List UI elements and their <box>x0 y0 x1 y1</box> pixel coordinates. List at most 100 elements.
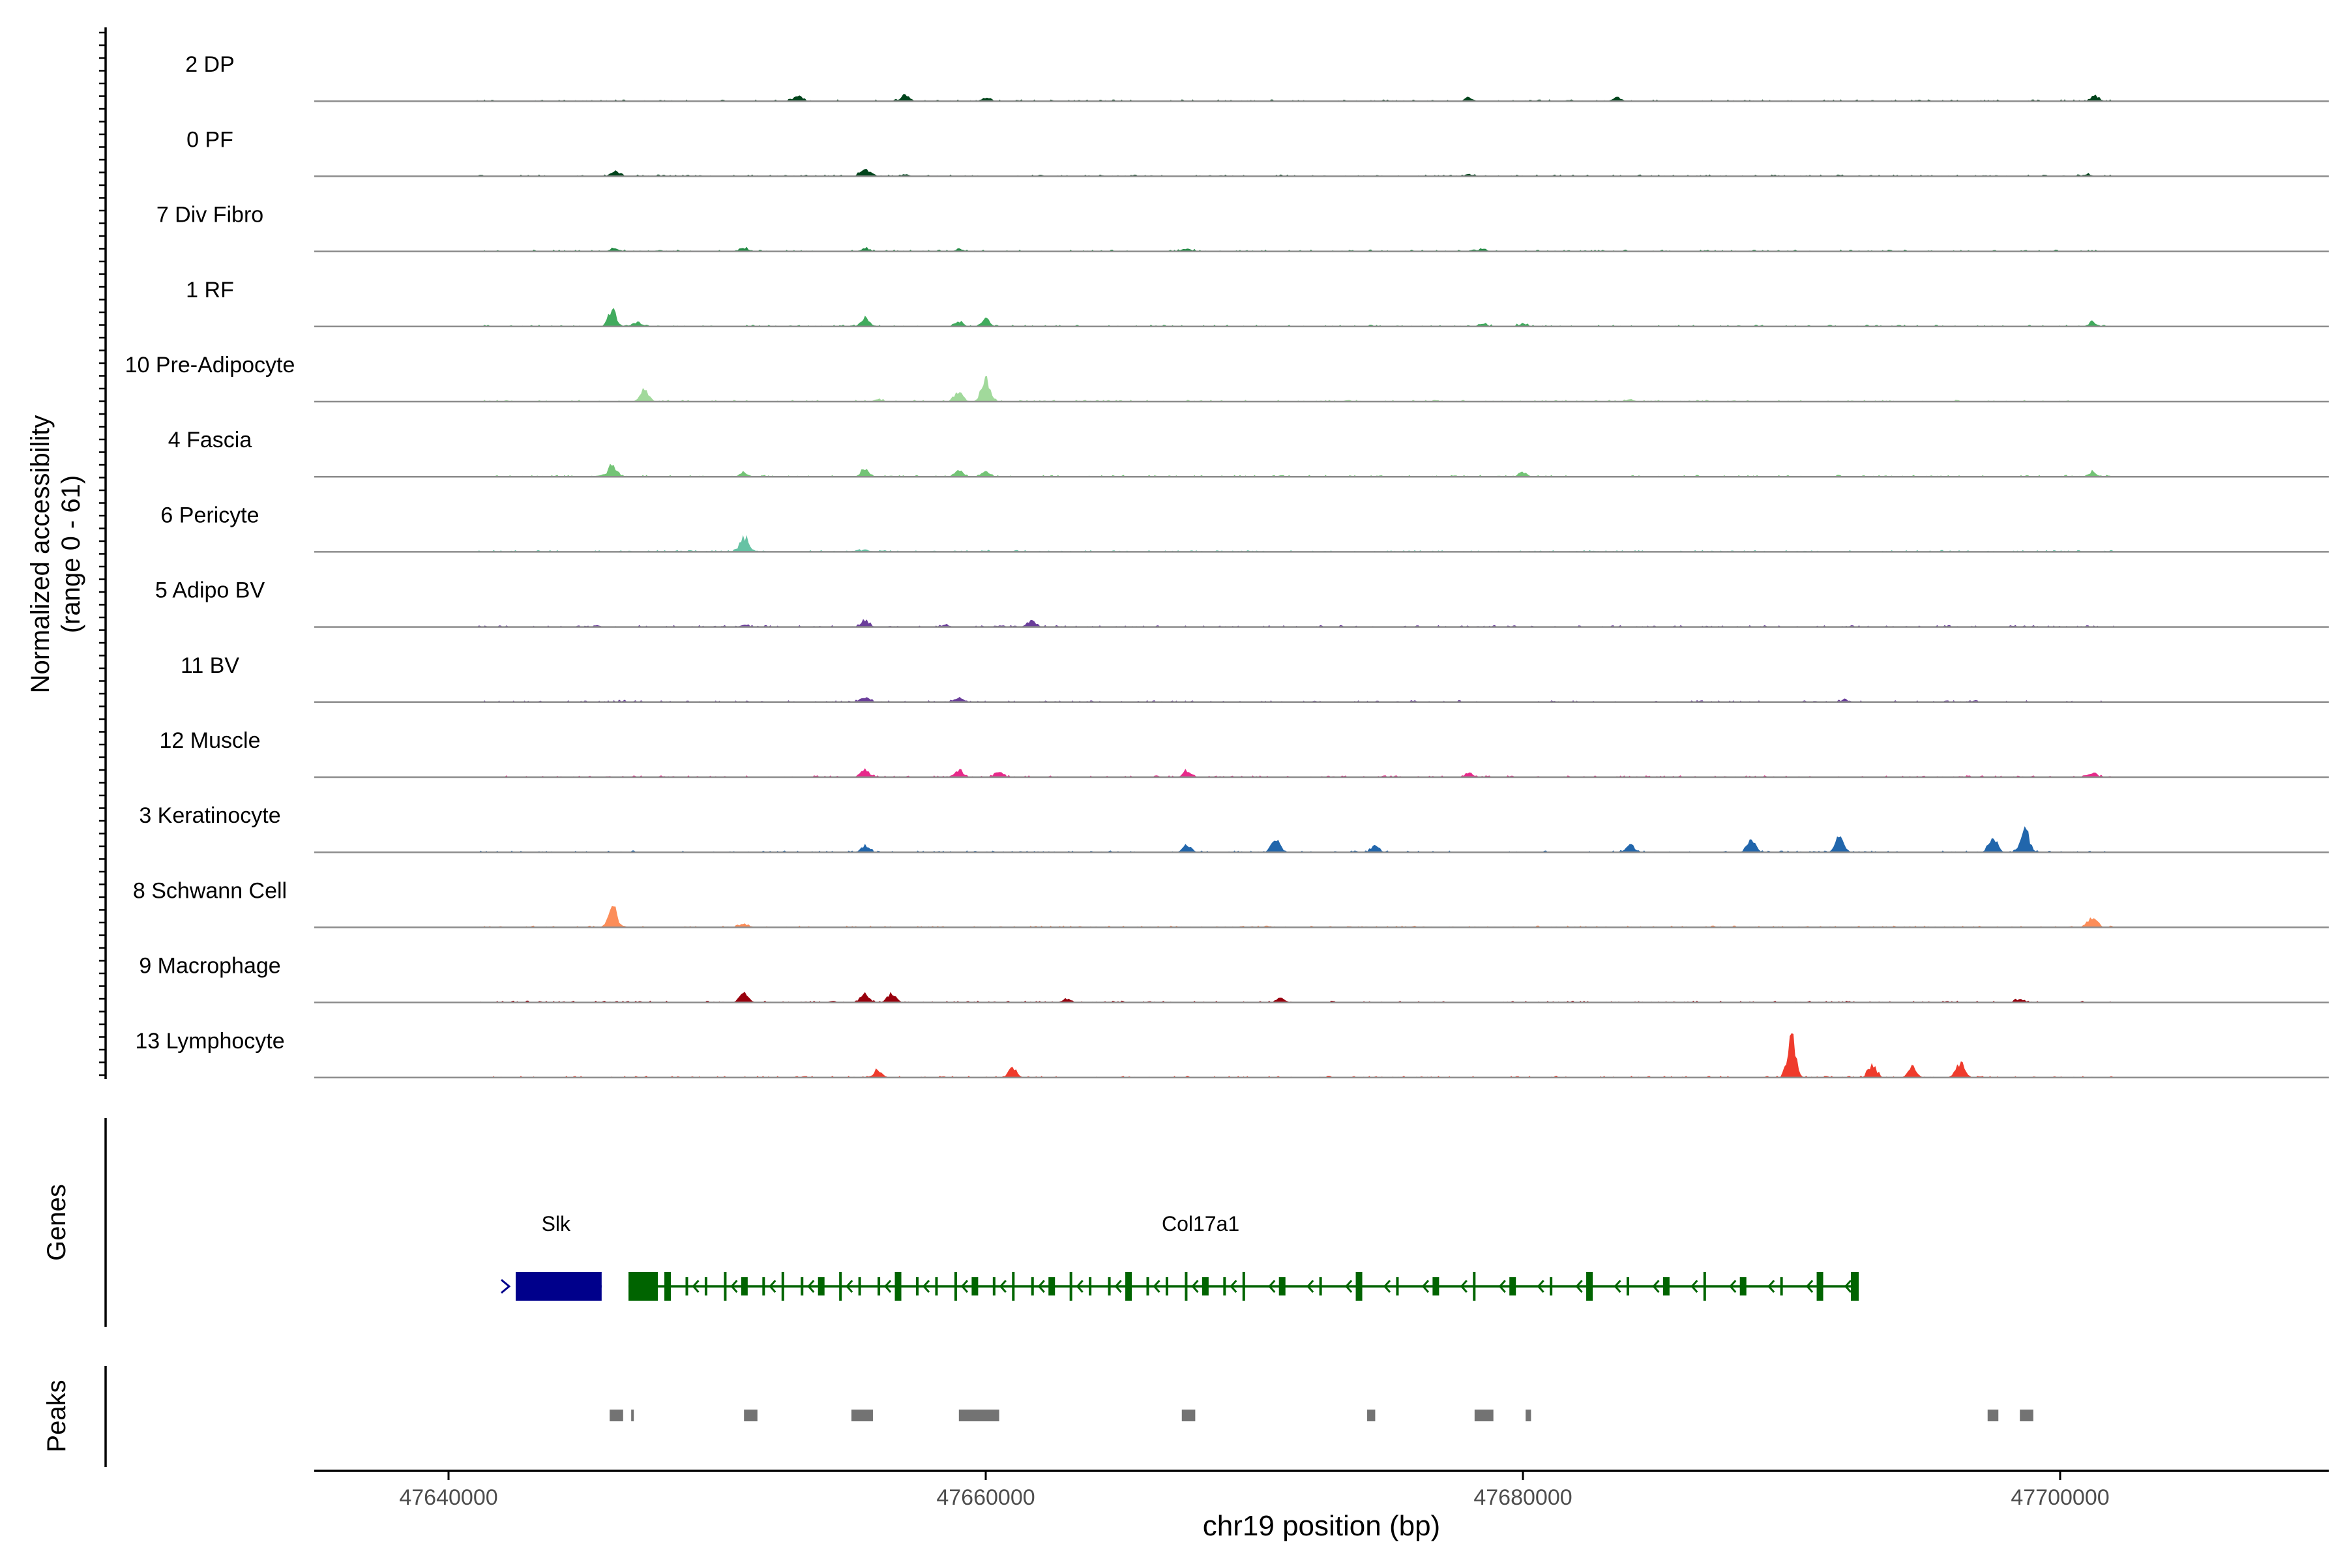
gene-exon <box>664 1272 672 1301</box>
strand-arrow <box>730 1280 738 1293</box>
track <box>314 1033 2329 1079</box>
gene-label: Col17a1 <box>1162 1212 1239 1235</box>
track <box>314 619 2329 628</box>
strand-arrow <box>501 1279 511 1294</box>
coverage-area <box>475 94 2114 102</box>
peak-region <box>1474 1410 1494 1421</box>
peak-region <box>744 1410 758 1421</box>
gene-exon <box>954 1272 957 1301</box>
genes-layer: Slk Col17a1 <box>501 1212 1859 1301</box>
gene-exon <box>1550 1277 1553 1295</box>
track-label: 13 Lymphocyte <box>135 1029 284 1054</box>
strand-arrow <box>1614 1280 1621 1293</box>
peak-region <box>610 1410 623 1421</box>
track-label: 7 Div Fibro <box>156 203 263 228</box>
gene-exon <box>878 1277 881 1295</box>
x-tick-label: 47680000 <box>1473 1485 1572 1510</box>
strand-arrow <box>1230 1280 1237 1293</box>
gene-exon <box>1851 1272 1859 1301</box>
gene-exon <box>1586 1272 1593 1301</box>
gene-exon <box>1165 1277 1168 1295</box>
strand-arrow <box>922 1280 930 1293</box>
gene-exon <box>1223 1277 1226 1295</box>
peak-region <box>1181 1410 1196 1421</box>
gene-exon <box>1108 1277 1111 1295</box>
gene-exon <box>1089 1277 1092 1295</box>
track-label: 6 Pericyte <box>160 503 259 527</box>
strand-arrow <box>1076 1280 1084 1293</box>
coverage-area <box>475 169 2114 177</box>
gene-exon <box>628 1272 658 1301</box>
track-label: 3 Keratinocyte <box>139 803 280 828</box>
strand-arrow <box>846 1280 853 1293</box>
strand-arrow <box>1498 1280 1506 1293</box>
gene-exon <box>741 1277 748 1295</box>
coverage-area <box>475 376 2114 402</box>
gene-exon <box>1031 1277 1034 1295</box>
strand-arrow <box>1575 1280 1583 1293</box>
gene-exon <box>1048 1277 1055 1295</box>
gene-exon <box>1396 1277 1399 1295</box>
gene-exon <box>801 1277 804 1295</box>
strand-arrow <box>1345 1280 1353 1293</box>
gene-exon <box>1355 1272 1363 1301</box>
gene-exon <box>781 1272 784 1301</box>
gene-exon <box>1473 1272 1476 1301</box>
strand-arrow <box>1729 1280 1737 1293</box>
strand-arrow <box>1306 1280 1314 1293</box>
x-tick-label: 47640000 <box>399 1485 497 1510</box>
track <box>314 464 2329 478</box>
gene-exon <box>915 1277 919 1295</box>
strand-arrow <box>1037 1280 1045 1293</box>
track-label: 1 RF <box>186 278 234 303</box>
peak-region <box>851 1410 873 1421</box>
track <box>314 535 2329 553</box>
coverage-area <box>475 464 2114 477</box>
peaks-label: Peaks <box>42 1380 71 1452</box>
strand-arrow <box>807 1280 815 1293</box>
track-label: 5 Adipo BV <box>155 578 265 603</box>
y-axis-label-line2: (range 0 - 61) <box>57 475 85 633</box>
track-label: 2 DP <box>185 52 235 77</box>
gene-exon <box>1278 1277 1286 1295</box>
gene-exon <box>1242 1272 1245 1301</box>
coverage-area <box>475 1033 2114 1078</box>
strand-arrow <box>1268 1280 1276 1293</box>
peak-region <box>958 1410 999 1421</box>
track-label: 9 Macrophage <box>139 954 280 979</box>
tracks-layer <box>314 94 2329 1079</box>
track-labels-layer: 2 DP 0 PF 7 Div Fibro 1 RF 10 Pre-Adipocyte 4… <box>125 52 295 1054</box>
track <box>314 906 2329 928</box>
gene-exon <box>1509 1277 1516 1295</box>
strand-arrow <box>1806 1280 1814 1293</box>
gene-exon <box>1202 1277 1209 1295</box>
track <box>314 308 2329 328</box>
gene-exon <box>1185 1272 1188 1301</box>
track <box>314 992 2329 1003</box>
track <box>314 768 2329 778</box>
coverage-area <box>475 535 2114 552</box>
genes-label: Genes <box>42 1184 71 1261</box>
x-tick-label: 47660000 <box>936 1485 1035 1510</box>
gene-exon <box>516 1272 602 1301</box>
track-label: 0 PF <box>186 127 233 152</box>
gene-exon <box>1739 1277 1747 1295</box>
track-label: 12 Muscle <box>160 728 261 753</box>
gene-exon <box>1125 1272 1132 1301</box>
gene-exon <box>1146 1277 1149 1295</box>
gene-exon <box>1780 1277 1783 1295</box>
peak-region <box>1987 1410 1999 1421</box>
gene-exon <box>762 1277 765 1295</box>
strand-arrow <box>1191 1280 1199 1293</box>
coverage-area <box>475 246 2114 252</box>
strand-arrow <box>960 1280 969 1293</box>
track <box>314 94 2329 102</box>
peak-region <box>2020 1410 2033 1421</box>
strand-arrow <box>692 1280 700 1293</box>
strand-arrow <box>1537 1280 1544 1293</box>
y-axis-label-line1: Normalized accessibility <box>26 415 55 694</box>
coverage-area <box>475 768 2114 777</box>
gene-exon <box>704 1277 707 1295</box>
gene-exon <box>839 1272 842 1301</box>
